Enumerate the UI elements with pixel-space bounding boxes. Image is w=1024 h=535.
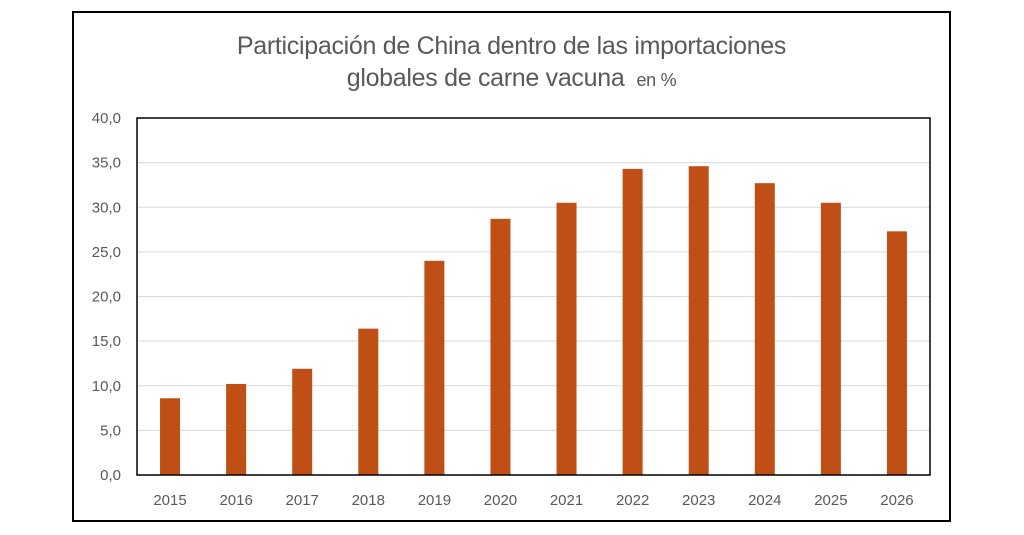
y-tick-label: 5,0 — [100, 422, 121, 439]
x-tick-label: 2026 — [880, 492, 913, 509]
y-tick-label: 15,0 — [92, 333, 121, 350]
y-tick-label: 10,0 — [92, 378, 121, 395]
x-tick-label: 2018 — [352, 492, 385, 509]
bar-2017 — [292, 368, 313, 475]
y-tick-label: 20,0 — [92, 289, 121, 306]
x-tick-label: 2017 — [286, 492, 319, 509]
x-tick-label: 2023 — [682, 492, 715, 509]
chart-title-line1: Participación de China dentro de las imp… — [236, 32, 787, 60]
plot-area-border — [136, 117, 931, 476]
bar-2018 — [358, 328, 379, 475]
bar-2016 — [226, 383, 247, 475]
chart-title: Participación de China dentro de las imp… — [72, 30, 951, 96]
bar-2021 — [556, 202, 577, 475]
y-tick-label: 25,0 — [92, 244, 121, 261]
x-tick-label: 2020 — [484, 492, 517, 509]
y-tick-label: 0,0 — [100, 467, 121, 484]
chart-title-line2-text: globales de carne vacuna — [346, 64, 625, 92]
x-tick-label: 2015 — [153, 492, 186, 509]
chart-title-line2: globales de carne vacuna en % — [72, 62, 951, 96]
bar-2015 — [160, 398, 181, 475]
bar-2024 — [754, 183, 775, 475]
y-tick-label: 35,0 — [92, 155, 121, 172]
y-tick-label: 40,0 — [92, 110, 121, 127]
x-tick-label: 2019 — [418, 492, 451, 509]
bar-2025 — [820, 202, 841, 475]
x-tick-label: 2016 — [219, 492, 252, 509]
bar-2019 — [424, 260, 445, 475]
bar-2026 — [886, 231, 907, 475]
x-tick-label: 2025 — [814, 492, 847, 509]
chart-title-unit: en % — [636, 70, 677, 90]
bar-2022 — [622, 168, 643, 475]
x-tick-label: 2022 — [616, 492, 649, 509]
x-tick-label: 2024 — [748, 492, 781, 509]
bar-2023 — [688, 166, 709, 475]
x-tick-label: 2021 — [550, 492, 583, 509]
bar-2020 — [490, 218, 511, 476]
y-tick-label: 30,0 — [92, 199, 121, 216]
chart-frame — [72, 11, 951, 522]
